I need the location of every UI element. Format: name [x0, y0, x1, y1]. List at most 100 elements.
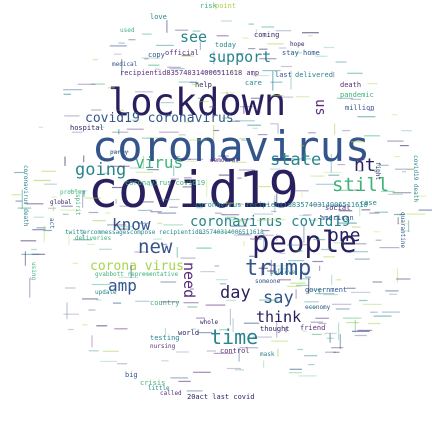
word-risk: risk — [200, 2, 217, 10]
noise-stroke — [88, 309, 96, 311]
noise-stroke — [83, 155, 85, 163]
word-see: see — [180, 28, 208, 46]
noise-stroke — [126, 128, 144, 130]
noise-stroke — [299, 145, 305, 147]
word-party: party — [110, 149, 129, 156]
noise-stroke — [368, 109, 374, 111]
noise-stroke — [291, 52, 302, 54]
noise-stroke — [64, 156, 66, 166]
noise-stroke — [275, 30, 292, 32]
noise-stroke — [196, 247, 212, 249]
noise-stroke — [134, 251, 149, 253]
noise-stroke — [224, 202, 234, 204]
noise-stroke — [107, 87, 115, 89]
noise-stroke — [258, 267, 268, 269]
noise-stroke — [337, 222, 357, 224]
noise-stroke — [301, 192, 303, 199]
noise-stroke — [310, 321, 324, 323]
noise-stroke — [295, 96, 310, 98]
word-american: american — [320, 214, 354, 222]
noise-stroke — [203, 70, 223, 72]
noise-stroke — [380, 190, 395, 192]
noise-stroke — [374, 211, 389, 213]
noise-stroke — [43, 229, 52, 232]
noise-stroke — [225, 158, 230, 160]
noise-stroke — [181, 55, 194, 57]
noise-stroke — [250, 97, 262, 99]
word-trump: trump — [245, 256, 312, 281]
noise-stroke — [197, 332, 213, 334]
noise-stroke — [392, 192, 412, 194]
noise-stroke — [179, 158, 191, 160]
noise-stroke — [160, 198, 180, 201]
noise-stroke — [219, 283, 227, 285]
word-love: love — [150, 13, 167, 21]
word-point: point — [215, 2, 237, 10]
noise-stroke — [77, 83, 96, 85]
noise-stroke — [406, 213, 426, 215]
noise-stroke — [289, 368, 302, 370]
noise-stroke — [130, 119, 140, 121]
noise-stroke — [283, 314, 286, 322]
noise-stroke — [257, 134, 268, 136]
noise-stroke — [86, 243, 95, 245]
noise-stroke — [274, 195, 276, 213]
noise-stroke — [210, 201, 218, 203]
noise-stroke — [370, 311, 378, 313]
noise-stroke — [147, 137, 164, 139]
noise-stroke — [385, 290, 399, 292]
noise-stroke — [315, 183, 335, 185]
word-covid19-coronavirus: covid19 coronavirus — [85, 111, 234, 126]
noise-stroke — [333, 72, 335, 78]
noise-stroke — [367, 83, 378, 85]
noise-stroke — [396, 278, 411, 280]
word-today: today — [215, 41, 237, 49]
noise-stroke — [199, 42, 201, 51]
word-recipient: recipientid835740314006511618 amp — [120, 69, 260, 77]
noise-stroke — [61, 205, 73, 207]
noise-stroke — [72, 262, 79, 264]
noise-stroke — [304, 301, 319, 303]
noise-stroke — [290, 70, 292, 90]
word-mask: mask — [260, 351, 275, 358]
word-coronavirus-covid: coronavirus covid19 — [125, 179, 206, 187]
noise-stroke — [187, 306, 198, 308]
noise-stroke — [169, 68, 185, 70]
word-recipient-2: coronavirus recipientid83574031400651161… — [195, 201, 368, 209]
noise-stroke — [115, 226, 133, 228]
noise-stroke — [144, 58, 149, 60]
noise-stroke — [148, 64, 160, 66]
noise-stroke — [232, 318, 234, 333]
word-whole: whole — [200, 319, 219, 326]
word-home: home — [303, 49, 320, 57]
noise-stroke — [64, 115, 80, 117]
noise-stroke — [220, 92, 235, 94]
noise-stroke — [186, 390, 203, 392]
noise-stroke — [154, 68, 160, 70]
noise-stroke — [175, 29, 189, 31]
noise-stroke — [261, 265, 263, 276]
noise-stroke — [290, 282, 306, 284]
noise-stroke — [173, 156, 180, 158]
noise-stroke — [331, 303, 352, 305]
noise-stroke — [318, 322, 327, 325]
noise-stroke — [98, 126, 105, 128]
noise-stroke — [112, 302, 122, 304]
noise-stroke — [394, 156, 400, 158]
word-commessages: twittercommessagescompose recipientid835… — [65, 229, 264, 236]
noise-stroke — [105, 212, 111, 214]
noise-stroke — [109, 45, 127, 47]
noise-stroke — [68, 190, 88, 192]
noise-stroke — [379, 247, 400, 249]
noise-stroke — [315, 55, 328, 57]
noise-stroke — [192, 30, 201, 32]
noise-stroke — [156, 44, 174, 46]
noise-stroke — [184, 121, 193, 123]
noise-stroke — [315, 317, 329, 319]
noise-stroke — [15, 200, 22, 202]
noise-stroke — [141, 57, 161, 59]
noise-stroke — [414, 195, 427, 197]
word-virus: virus — [135, 153, 184, 172]
noise-stroke — [225, 216, 237, 218]
noise-stroke — [21, 253, 40, 255]
